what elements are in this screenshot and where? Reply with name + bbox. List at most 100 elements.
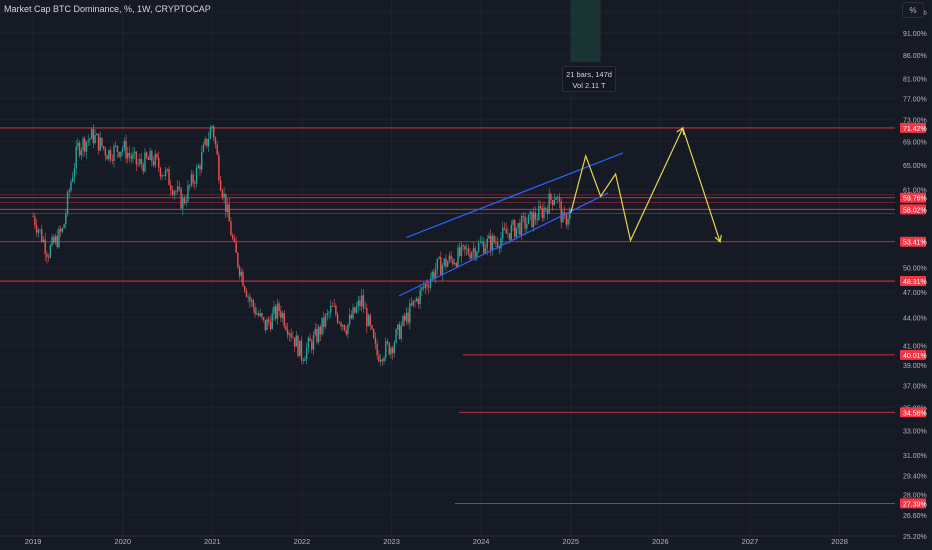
candle-body [390,347,392,355]
candle-body [244,286,246,291]
level-label-bg [900,236,926,247]
level-label-bg [900,498,926,509]
candle-body [266,319,268,331]
channel-line-upper [406,152,624,239]
candle-body [293,337,296,347]
candle-body [367,315,370,327]
candle-body [201,152,203,170]
candle-body [247,296,249,298]
candle-body [104,148,107,156]
candle-body [338,322,341,324]
candle-body [495,242,497,244]
candle-body [254,307,256,315]
candle-body [517,223,519,228]
candle-body [137,163,139,165]
candle-body [474,248,476,258]
percent-scale-button[interactable]: % [902,2,924,18]
candle-body [213,126,215,138]
candle-body [300,340,303,360]
candle-body [226,204,229,212]
candle-body [373,329,375,338]
candle-body [75,146,77,169]
level-label: 58.02% [903,207,927,214]
candle-body [35,225,38,233]
candle-body [151,150,153,162]
channel-lines [398,152,624,297]
candle-body [170,184,172,190]
projection-path [570,126,722,244]
candle-body [397,324,399,330]
candle-body [405,312,408,321]
candle-body [120,151,122,157]
candle-body [139,159,141,164]
candle-body [330,305,332,313]
candle-body [130,155,132,159]
candle-body [70,181,72,191]
candle-body [218,154,220,181]
candle-body [144,152,146,172]
candle-body [47,256,50,258]
candle-body [65,213,67,224]
candle-body [54,235,57,243]
candle-body [123,141,126,149]
candle-body [455,262,457,267]
candle-body [37,230,40,233]
candle-body [323,317,325,327]
candle-body [393,342,396,354]
candle-body [438,256,440,259]
candle-body [503,227,506,230]
candle-body [101,137,103,147]
candle-body [417,298,420,304]
candle-body [383,357,385,362]
measure-tooltip: 21 bars, 147d Vol 2.11 T [562,66,616,92]
candle-body [567,219,569,225]
x-tick-label: 2023 [383,537,400,546]
candle-body [489,235,492,251]
candle-body [149,150,151,160]
candle-body [522,215,525,217]
candle-body [209,128,212,139]
candle-body [256,313,258,315]
candle-body [145,152,148,158]
candle-body [161,175,163,177]
candle-body [381,359,384,362]
level-label: 48.31% [903,279,927,286]
candle-body [376,343,378,356]
candle-body [359,300,361,307]
candle-body [230,221,232,236]
candle-body [66,192,69,214]
chart-title: Market Cap BTC Dominance, %, 1W, CRYPTOC… [4,4,211,14]
candle-body [34,216,36,226]
measure-volume-text: Vol 2.11 T [572,81,606,90]
candle-body [152,161,155,166]
candle-body [178,186,181,189]
candle-body [180,188,182,209]
candle-body [560,201,562,223]
candle-body [348,314,351,325]
y-tick-label: 25.20% [903,534,927,541]
candle-body [202,144,205,153]
level-label-bg [900,192,926,203]
candle-body [51,236,53,246]
candle-body [132,153,134,159]
projection-peak-arrow [676,126,685,136]
candle-body [63,223,65,229]
candle-body [84,138,86,152]
candle-body [221,190,224,197]
candle-body [563,212,566,214]
candle-body [185,201,187,203]
candle-body [366,308,368,327]
candle-body [515,227,518,237]
candle-body [416,298,418,302]
candle-body [250,300,253,302]
candle-body [42,239,45,242]
candle-body [283,312,285,327]
time-axis-bg [0,536,932,550]
candle-body [459,247,461,257]
projection-arrow-head [714,234,722,244]
candle-body [140,159,143,165]
candle-body [538,206,540,221]
candle-body [328,312,330,314]
